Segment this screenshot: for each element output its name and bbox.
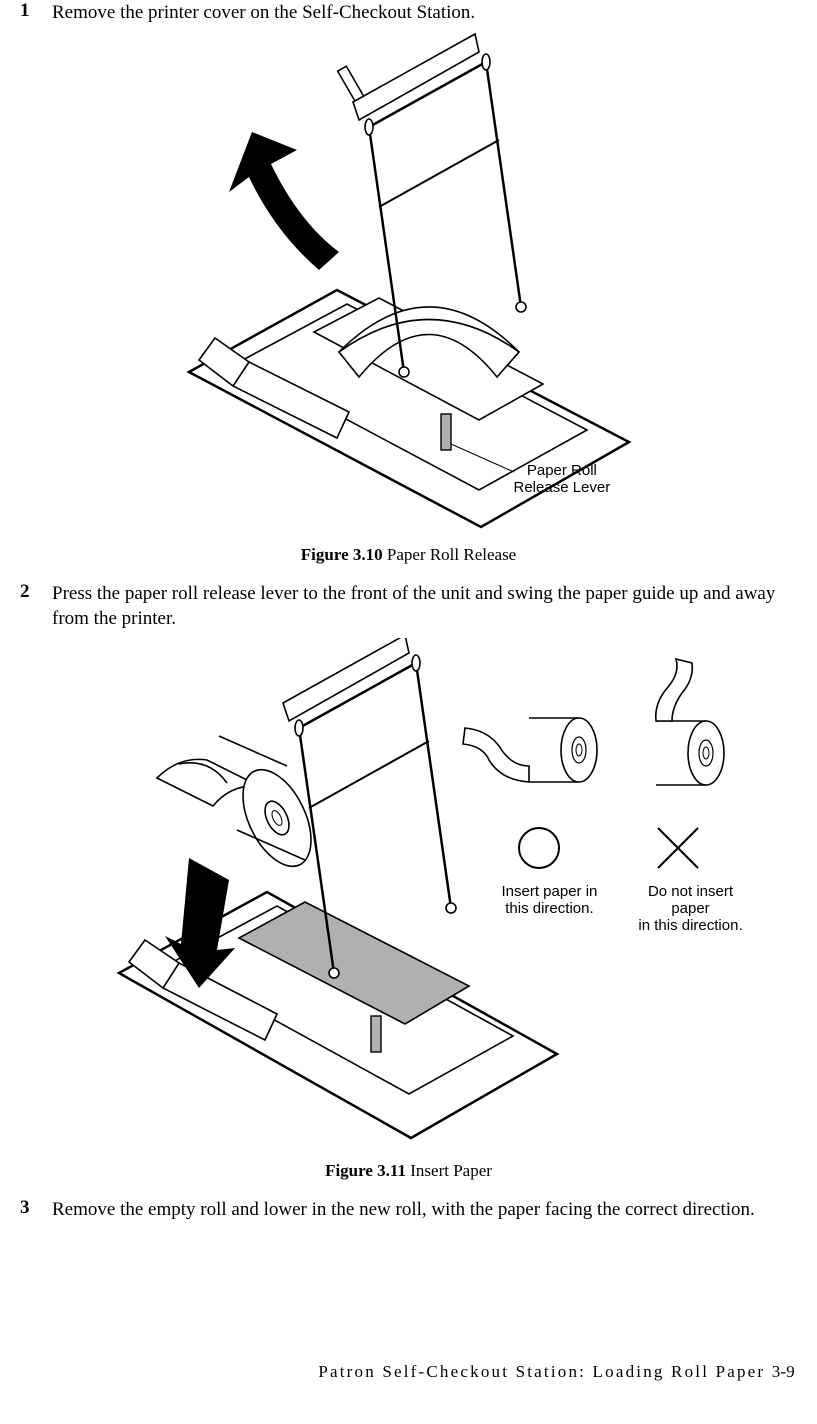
- figure-caption: Figure 3.11 Insert Paper: [20, 1161, 797, 1181]
- step-number: 1: [20, 0, 34, 22]
- step-2: 2 Press the paper roll release lever to …: [20, 581, 797, 632]
- figure-caption: Figure 3.10 Paper Roll Release: [20, 545, 797, 565]
- figure-label: Figure 3.10: [301, 545, 383, 564]
- step-text: Press the paper roll release lever to th…: [52, 581, 797, 632]
- step-1: 1 Remove the printer cover on the Self-C…: [20, 0, 797, 26]
- figure-title: Paper Roll Release: [383, 545, 517, 564]
- paper-roll-release-diagram: [179, 32, 639, 532]
- figure-title: Insert Paper: [406, 1161, 492, 1180]
- incorrect-direction-label: Do not insert paper in this direction.: [633, 883, 749, 935]
- footer-text: Patron Self-Checkout Station: Loading Ro…: [318, 1362, 771, 1381]
- step-3: 3 Remove the empty roll and lower in the…: [20, 1197, 797, 1223]
- step-number: 3: [20, 1197, 34, 1219]
- figure-3-10: Paper Roll Release Lever Figure 3.10 Pap…: [20, 32, 797, 565]
- step-number: 2: [20, 581, 34, 603]
- figure-3-11: Insert paper in this direction. Do not i…: [20, 638, 797, 1181]
- page-footer: Patron Self-Checkout Station: Loading Ro…: [318, 1362, 795, 1382]
- step-text: Remove the printer cover on the Self-Che…: [52, 0, 475, 26]
- correct-direction-label: Insert paper in this direction.: [502, 883, 598, 918]
- step-text: Remove the empty roll and lower in the n…: [52, 1197, 755, 1223]
- callout-label: Paper Roll Release Lever: [514, 462, 611, 497]
- figure-label: Figure 3.11: [325, 1161, 406, 1180]
- page-number: 3-9: [772, 1362, 795, 1381]
